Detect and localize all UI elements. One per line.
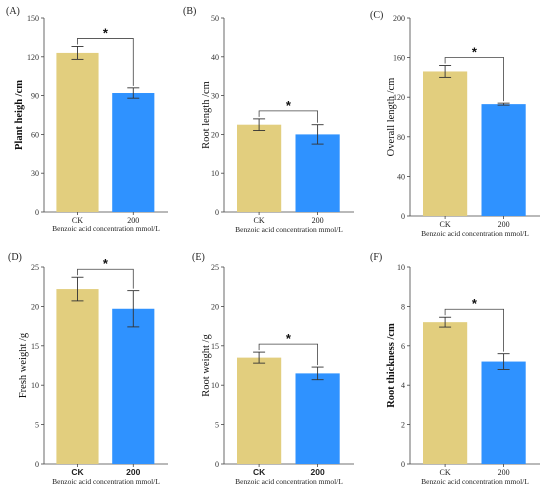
- category-label: 200: [311, 467, 325, 477]
- significance-star: *: [472, 296, 478, 311]
- chart-panel-2: (B) 0 10 20 30 40 50 CK 200 * Benzoic acid concent…: [183, 6, 354, 234]
- bar-ck: [237, 357, 282, 464]
- y-tick-label: 5: [35, 421, 39, 430]
- significance-star: *: [286, 98, 292, 113]
- significance-bracket: [258, 343, 318, 366]
- y-tick-label: 30: [31, 169, 39, 178]
- y-tick-label: 30: [211, 92, 219, 101]
- significance-star: *: [472, 45, 478, 60]
- y-tick-label: 5: [215, 421, 219, 430]
- y-axis-label: Overall length /cm: [386, 78, 397, 157]
- x-axis-label: Benzoic acid concentration mmol/L: [235, 477, 343, 486]
- y-tick-label: 6: [401, 342, 405, 351]
- y-tick-label: 20: [211, 130, 219, 139]
- significance-star: *: [286, 331, 292, 346]
- y-tick-label: 60: [31, 130, 39, 139]
- y-tick-label: 20: [211, 302, 219, 311]
- x-axis-label: Benzoic acid concentration mmol/L: [421, 229, 529, 238]
- y-axis-label: Plant heigh /cm: [14, 80, 25, 150]
- y-axis-label: Fresh weight /g: [18, 332, 29, 398]
- y-tick-label: 150: [27, 14, 39, 23]
- panel-label: (C): [370, 10, 383, 21]
- y-axis-label: Root length /cm: [201, 81, 212, 149]
- y-tick-label: 40: [211, 53, 219, 62]
- category-label: CK: [440, 220, 451, 229]
- y-axis-label: Root thickness /cm: [386, 323, 397, 408]
- chart-panel-1: (A) 0 30 60 90 120 150 CK 200 * Benzoic acid conce…: [6, 6, 168, 233]
- category-label: 200: [127, 216, 139, 225]
- y-tick-label: 25: [31, 263, 39, 272]
- y-tick-label: 0: [35, 460, 39, 469]
- y-tick-label: 10: [31, 381, 39, 390]
- x-axis-label: Benzoic acid concentration mmol/L: [52, 477, 160, 486]
- bar-200: [112, 308, 155, 464]
- y-tick-label: 10: [397, 263, 405, 272]
- category-label: 200: [312, 216, 324, 225]
- y-tick-label: 15: [211, 342, 219, 351]
- panel-label: (E): [192, 252, 205, 263]
- y-tick-label: 0: [401, 460, 405, 469]
- bar-ck: [56, 289, 99, 464]
- bar-ck: [423, 71, 468, 217]
- y-tick-label: 20: [31, 302, 39, 311]
- y-tick-label: 25: [211, 263, 219, 272]
- y-tick-label: 90: [31, 92, 39, 101]
- panel-label: (F): [370, 252, 382, 263]
- x-axis-label: Benzoic acid concentration mmol/L: [52, 224, 160, 233]
- bar-ck: [423, 322, 468, 464]
- y-tick-label: 10: [211, 169, 219, 178]
- y-tick-label: 50: [211, 14, 219, 23]
- chart-panel-5: (E) 0 5 10 15 20 25 CK 200 * Benzoic acid concentr…: [192, 252, 354, 486]
- category-label: CK: [254, 216, 265, 225]
- y-tick-label: 0: [215, 460, 219, 469]
- significance-bracket: [444, 308, 504, 352]
- y-tick-label: 10: [211, 381, 219, 390]
- significance-bracket: [77, 38, 134, 86]
- significance-bracket: [444, 57, 504, 102]
- bar-ck: [56, 52, 99, 212]
- category-label: 200: [126, 467, 140, 477]
- significance-bracket: [77, 268, 134, 289]
- y-tick-label: 0: [215, 208, 219, 217]
- y-tick-label: 2: [401, 421, 405, 430]
- chart-panel-6: (F) 0 2 4 6 8 10 CK 200 * Benzoic acid concentrati…: [370, 252, 540, 486]
- panel-label: (B): [183, 6, 196, 17]
- bar-200: [112, 93, 155, 212]
- category-label: CK: [72, 216, 83, 225]
- y-tick-label: 0: [35, 208, 39, 217]
- bar-200: [295, 373, 340, 464]
- category-label: CK: [440, 468, 451, 477]
- chart-panel-3: (C) 0 40 80 120 160 200 CK 200 * Benzoic acid conc…: [370, 10, 540, 238]
- y-tick-label: 8: [401, 302, 405, 311]
- panel-label: (D): [8, 252, 22, 263]
- panel-label: (A): [6, 6, 20, 17]
- y-tick-label: 120: [393, 93, 405, 102]
- significance-star: *: [103, 256, 109, 271]
- category-label: CK: [253, 467, 266, 477]
- bar-200: [481, 104, 526, 216]
- y-tick-label: 160: [393, 54, 405, 63]
- y-tick-label: 4: [401, 381, 405, 390]
- category-label: 200: [498, 468, 510, 477]
- bar-200: [295, 134, 340, 212]
- x-axis-label: Benzoic acid concentration mmol/L: [235, 225, 343, 234]
- category-label: 200: [498, 220, 510, 229]
- y-tick-label: 15: [31, 342, 39, 351]
- significance-star: *: [103, 25, 109, 40]
- y-axis-label: Root weight /g: [201, 334, 212, 397]
- significance-bracket: [258, 110, 318, 123]
- category-label: CK: [71, 467, 84, 477]
- y-tick-label: 200: [393, 14, 405, 23]
- y-tick-label: 80: [397, 133, 405, 142]
- bar-ck: [237, 124, 282, 212]
- chart-panel-4: (D) 0 5 10 15 20 25 CK 200 * Benzoic acid concentr…: [8, 252, 168, 486]
- y-tick-label: 120: [27, 53, 39, 62]
- y-tick-label: 40: [397, 172, 405, 181]
- y-tick-label: 0: [401, 212, 405, 221]
- bar-200: [481, 361, 526, 464]
- x-axis-label: Benzoic acid concentration mmol/L: [421, 477, 529, 486]
